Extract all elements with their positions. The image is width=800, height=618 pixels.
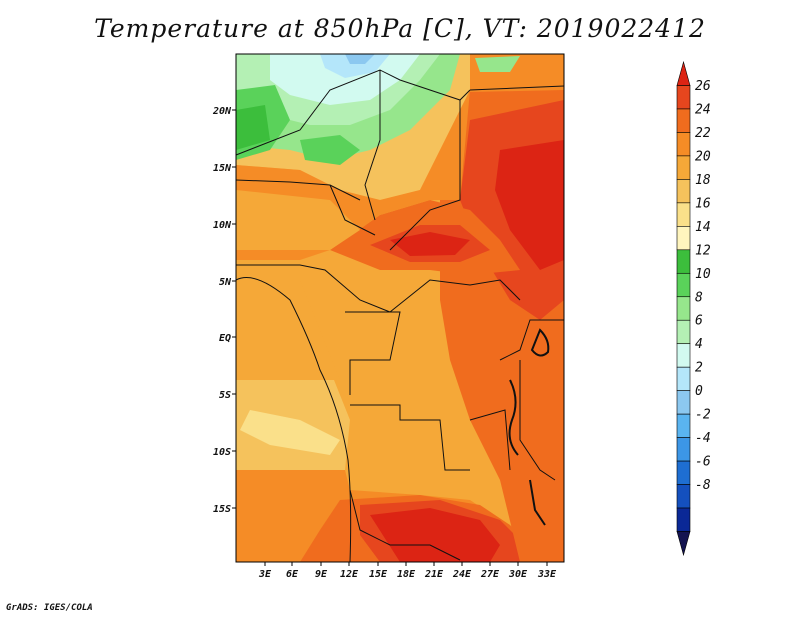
lon-label: 15E bbox=[369, 569, 388, 580]
colorbar-label: 14 bbox=[695, 220, 711, 235]
colorbar-segment bbox=[676, 179, 691, 204]
lat-label: 5N bbox=[219, 277, 232, 288]
lon-label: 21E bbox=[424, 569, 444, 580]
credit-text: GrADS: IGES/COLA bbox=[6, 603, 93, 613]
country-borders bbox=[235, 69, 565, 563]
colorbar-segment bbox=[676, 531, 691, 557]
colorbar-segment bbox=[676, 507, 691, 532]
colorbar-label: 26 bbox=[695, 79, 711, 94]
latitude-axis: 20N 15N 10N 5N EQ 5S 10S 15S bbox=[212, 106, 236, 515]
lon-label: 30E bbox=[508, 569, 528, 580]
map-frame bbox=[235, 53, 565, 563]
colorbar-label: 0 bbox=[695, 384, 703, 399]
colorbar-label: 8 bbox=[695, 290, 703, 305]
colorbar-segment bbox=[676, 366, 691, 391]
lat-label: 10N bbox=[213, 220, 232, 231]
chart-title: Temperature at 850hPa [C], VT: 201902241… bbox=[94, 14, 706, 43]
colorbar-segment bbox=[676, 437, 691, 462]
colorbar-label: 20 bbox=[695, 149, 711, 164]
colorbar-label: 6 bbox=[695, 314, 703, 329]
colorbar-label: 4 bbox=[695, 337, 703, 352]
longitude-axis: 3E 6E 9E 12E 15E 18E 21E 24E 27E 30E 33E bbox=[258, 562, 557, 580]
colorbar-segment bbox=[676, 249, 691, 274]
colorbar-segment bbox=[676, 108, 691, 133]
lon-label: 24E bbox=[452, 569, 472, 580]
colorbar-label: 16 bbox=[695, 196, 711, 211]
colorbar-label: 24 bbox=[695, 102, 711, 117]
colorbar-segment bbox=[676, 226, 691, 251]
lon-label: 6E bbox=[286, 569, 299, 580]
colorbar-label: 10 bbox=[695, 267, 711, 282]
colorbar-label: -4 bbox=[695, 431, 711, 446]
lon-label: 3E bbox=[258, 569, 272, 580]
colorbar-label: -2 bbox=[695, 408, 711, 423]
lat-label: 10S bbox=[213, 447, 231, 458]
colorbar-segment bbox=[676, 155, 691, 180]
colorbar-segment bbox=[676, 272, 691, 298]
lon-label: 9E bbox=[315, 569, 328, 580]
colorbar-segment bbox=[676, 85, 691, 110]
lon-label: 27E bbox=[480, 569, 500, 580]
colorbar-segment bbox=[676, 390, 691, 415]
lat-label: 15N bbox=[213, 163, 232, 174]
colorbar-label: -8 bbox=[695, 478, 711, 493]
lon-label: 12E bbox=[340, 569, 359, 580]
colorbar-segment bbox=[676, 132, 691, 157]
colorbar-segment bbox=[676, 202, 691, 227]
colorbar-segment bbox=[676, 319, 691, 345]
colorbar-label: 2 bbox=[695, 361, 703, 376]
lon-label: 18E bbox=[397, 569, 416, 580]
colorbar-segment bbox=[676, 296, 691, 321]
colorbar-label: 22 bbox=[695, 126, 711, 141]
colorbar-label: -6 bbox=[695, 455, 711, 470]
colorbar-segment bbox=[676, 460, 691, 485]
colorbar-label: 12 bbox=[695, 243, 711, 258]
lake-outlines bbox=[508, 328, 550, 526]
lon-label: 33E bbox=[537, 569, 557, 580]
lat-label: 5S bbox=[219, 390, 231, 401]
lat-label: 15S bbox=[213, 504, 231, 515]
colorbar-segment bbox=[676, 343, 691, 368]
lat-label: EQ bbox=[219, 333, 231, 344]
colorbar-segment bbox=[676, 413, 691, 438]
colorbar-segment bbox=[676, 60, 691, 86]
lat-label: 20N bbox=[212, 106, 232, 117]
colorbar-label: 18 bbox=[695, 173, 711, 188]
temperature-map bbox=[235, 53, 565, 563]
colorbar-segment bbox=[676, 484, 691, 509]
